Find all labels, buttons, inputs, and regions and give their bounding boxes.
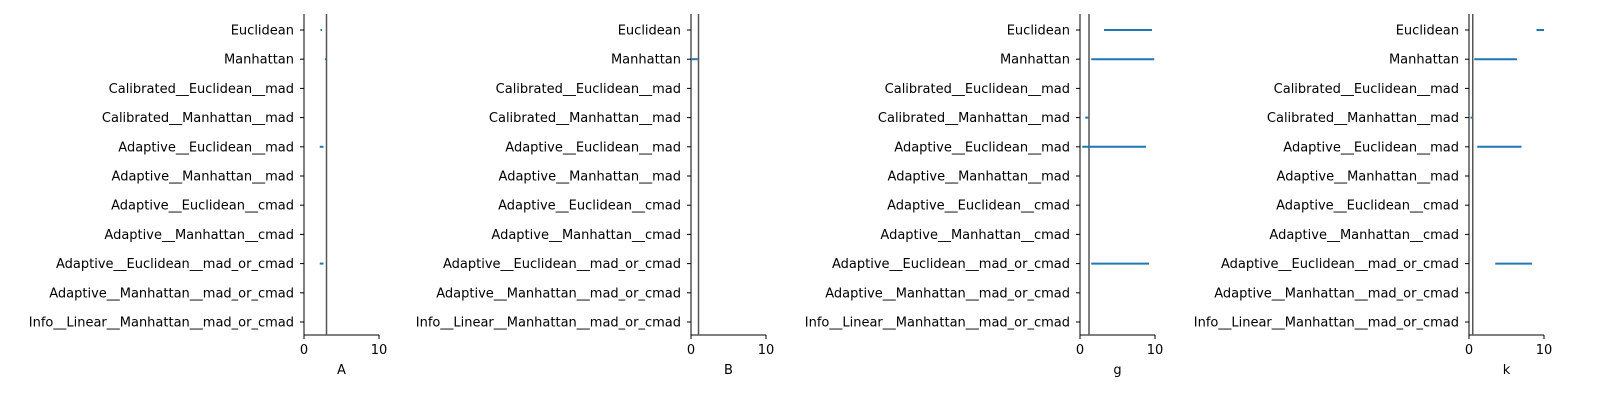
- y-tick-label: Euclidean: [1396, 24, 1459, 39]
- y-tick-label: Adaptive__Manhattan__mad: [499, 170, 681, 185]
- y-tick-label: Euclidean: [231, 24, 294, 39]
- y-tick-label: Manhattan: [1389, 53, 1459, 68]
- x-axis-label: g: [1113, 363, 1121, 378]
- y-tick-label: Euclidean: [618, 24, 681, 39]
- y-tick-label: Adaptive__Euclidean__mad_or_cmad: [832, 257, 1070, 272]
- y-tick-label: Adaptive__Euclidean__mad: [1283, 140, 1459, 155]
- x-axis-label: B: [724, 363, 733, 378]
- y-tick-label: Calibrated__Manhattan__mad: [878, 111, 1070, 126]
- y-tick-label: Adaptive__Euclidean__cmad: [111, 199, 294, 214]
- y-tick-label: Adaptive__Manhattan__mad: [1277, 170, 1459, 185]
- y-tick-label: Adaptive__Manhattan__mad: [888, 170, 1070, 185]
- x-axis-label: A: [337, 363, 346, 378]
- x-tick-label: 0: [1465, 343, 1473, 358]
- y-tick-label: Adaptive__Manhattan__cmad: [880, 228, 1070, 243]
- y-tick-label: Calibrated__Manhattan__mad: [489, 111, 681, 126]
- x-tick-label: 10: [371, 343, 388, 358]
- x-tick-label: 0: [300, 343, 308, 358]
- x-axis-label: k: [1503, 363, 1511, 378]
- x-tick-label: 10: [758, 343, 775, 358]
- y-tick-label: Adaptive__Euclidean__mad: [118, 140, 294, 155]
- y-tick-label: Adaptive__Euclidean__mad: [894, 140, 1070, 155]
- y-tick-label: Adaptive__Euclidean__cmad: [887, 199, 1070, 214]
- y-tick-label: Adaptive__Manhattan__cmad: [104, 228, 294, 243]
- x-tick-label: 0: [1076, 343, 1084, 358]
- y-tick-label: Euclidean: [1007, 24, 1070, 39]
- y-tick-label: Calibrated__Euclidean__mad: [1274, 82, 1459, 97]
- y-tick-label: Adaptive__Manhattan__mad: [112, 170, 294, 185]
- y-tick-label: Adaptive__Euclidean__mad_or_cmad: [1221, 257, 1459, 272]
- y-tick-label: Adaptive__Manhattan__mad_or_cmad: [1214, 286, 1459, 301]
- y-tick-label: Calibrated__Euclidean__mad: [109, 82, 294, 97]
- y-tick-label: Info__Linear__Manhattan__mad_or_cmad: [805, 316, 1070, 331]
- y-tick-label: Adaptive__Euclidean__mad_or_cmad: [443, 257, 681, 272]
- y-tick-label: Manhattan: [224, 53, 294, 68]
- y-tick-label: Adaptive__Euclidean__cmad: [1276, 199, 1459, 214]
- y-tick-label: Adaptive__Euclidean__mad_or_cmad: [56, 257, 294, 272]
- y-tick-label: Info__Linear__Manhattan__mad_or_cmad: [1194, 316, 1459, 331]
- y-tick-label: Calibrated__Euclidean__mad: [496, 82, 681, 97]
- y-tick-label: Calibrated__Manhattan__mad: [102, 111, 294, 126]
- y-tick-label: Adaptive__Euclidean__mad: [505, 140, 681, 155]
- x-tick-label: 10: [1147, 343, 1164, 358]
- y-tick-label: Adaptive__Manhattan__mad_or_cmad: [825, 286, 1070, 301]
- y-tick-label: Info__Linear__Manhattan__mad_or_cmad: [29, 316, 294, 331]
- y-tick-label: Calibrated__Manhattan__mad: [1267, 111, 1459, 126]
- y-tick-label: Adaptive__Manhattan__mad_or_cmad: [436, 286, 681, 301]
- y-tick-label: Adaptive__Euclidean__cmad: [498, 199, 681, 214]
- y-tick-label: Manhattan: [1000, 53, 1070, 68]
- x-tick-label: 10: [1536, 343, 1553, 358]
- x-tick-label: 0: [687, 343, 695, 358]
- y-tick-label: Adaptive__Manhattan__mad_or_cmad: [49, 286, 294, 301]
- y-tick-label: Calibrated__Euclidean__mad: [885, 82, 1070, 97]
- y-tick-label: Adaptive__Manhattan__cmad: [1269, 228, 1459, 243]
- y-tick-label: Info__Linear__Manhattan__mad_or_cmad: [416, 316, 681, 331]
- y-tick-label: Adaptive__Manhattan__cmad: [491, 228, 681, 243]
- y-tick-label: Manhattan: [611, 53, 681, 68]
